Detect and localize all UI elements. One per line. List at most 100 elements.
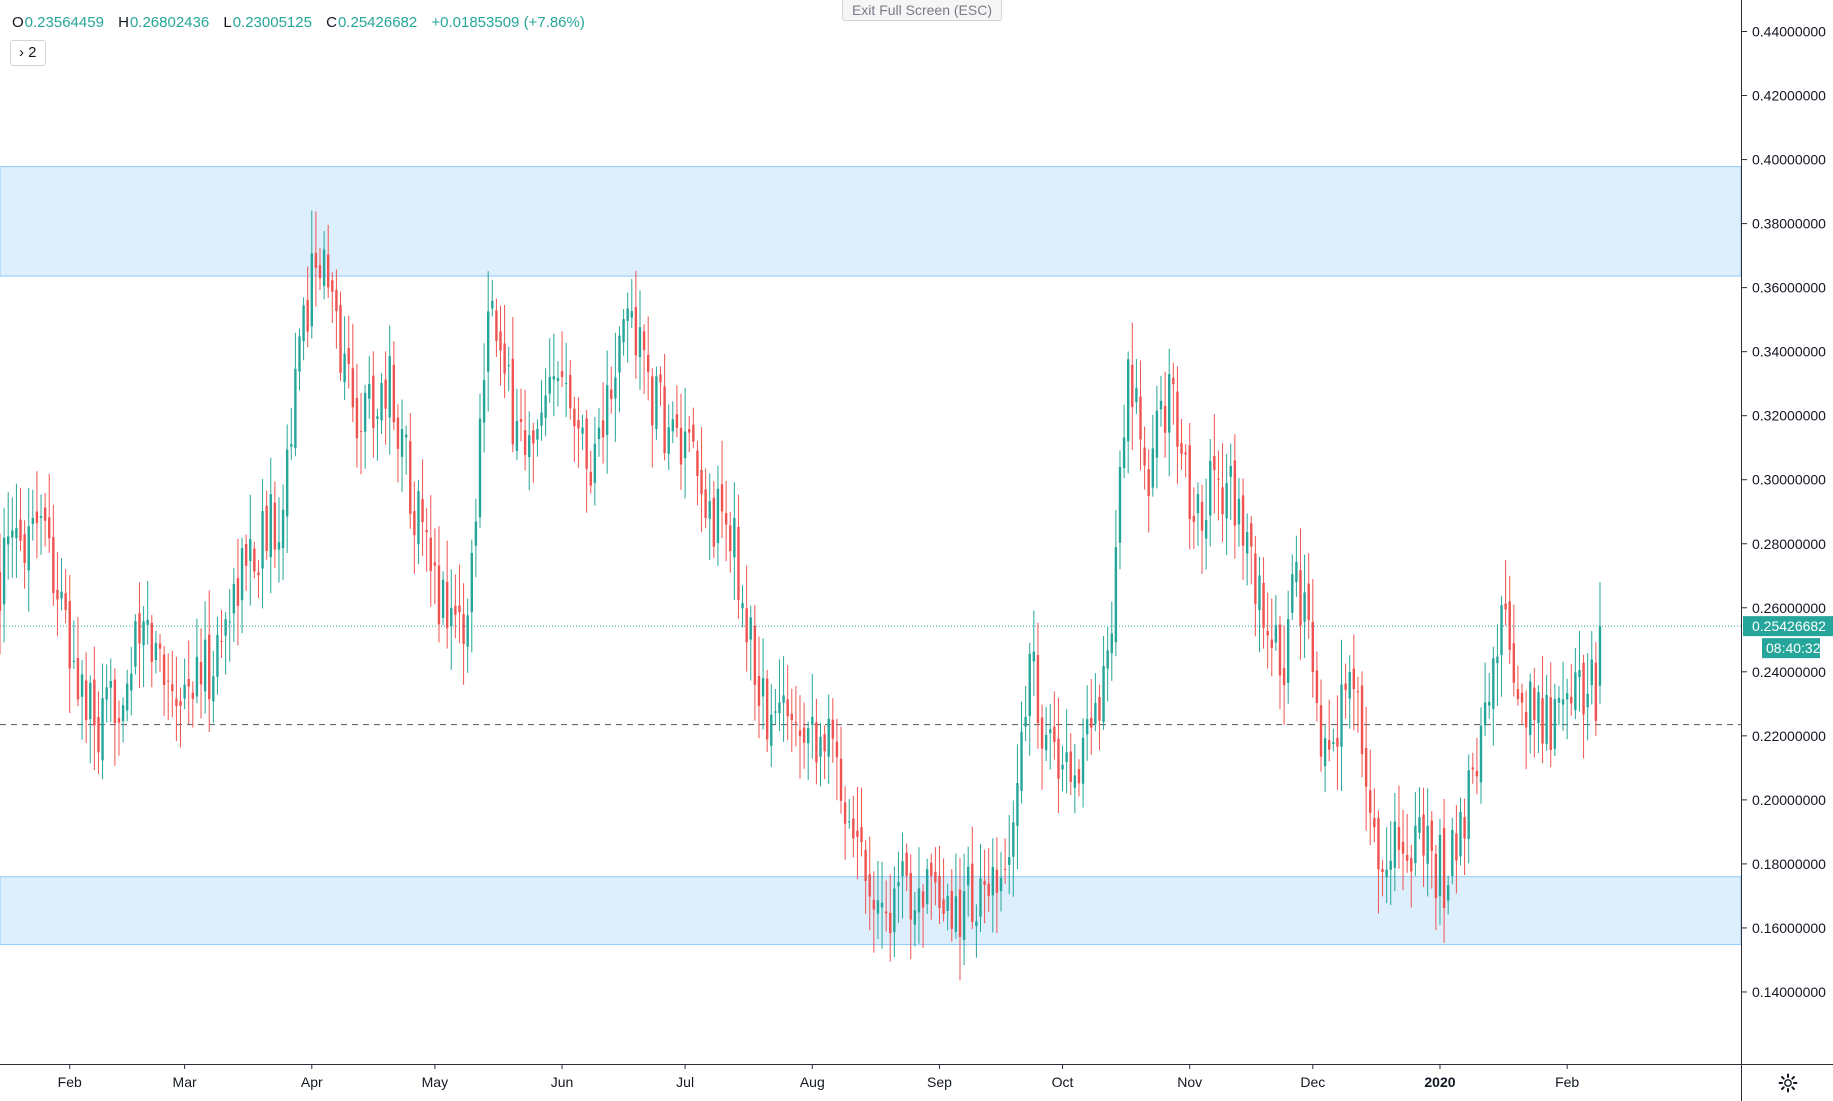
gear-icon <box>1778 1073 1798 1093</box>
candle-body <box>708 501 711 519</box>
high-key: H <box>118 14 129 31</box>
settings-button[interactable] <box>1742 1065 1833 1101</box>
candle-body <box>1446 885 1450 901</box>
candle-body <box>1044 735 1048 751</box>
candle-body <box>1442 827 1446 908</box>
candle-body <box>125 683 129 711</box>
candle-body <box>1036 655 1040 724</box>
candle-body <box>322 249 326 286</box>
candle-body <box>162 654 166 685</box>
candle-body <box>1229 465 1232 477</box>
candle-body <box>1315 670 1319 704</box>
candle-body <box>199 661 203 685</box>
candle-body <box>1139 396 1142 440</box>
candle-body <box>1307 583 1310 621</box>
candle-body <box>478 418 482 518</box>
candle-body <box>1065 752 1068 763</box>
candle-body <box>835 741 839 758</box>
candle-body <box>212 676 215 702</box>
candle-body <box>564 382 568 384</box>
candle-body <box>958 889 962 938</box>
candle-body <box>646 354 650 373</box>
candle-body <box>897 882 900 887</box>
exit-fullscreen-button[interactable]: Exit Full Screen (ESC) <box>842 0 1002 21</box>
candle-body <box>971 863 974 922</box>
candle-body <box>782 695 785 703</box>
candle-body <box>1344 683 1347 690</box>
candle-body <box>667 427 670 454</box>
axis-corner <box>1741 1064 1833 1101</box>
candle-body <box>261 511 264 569</box>
price-tick-label: 0.22000000 <box>1752 728 1826 744</box>
indicators-toggle-button[interactable]: › 2 <box>10 40 46 66</box>
candle-body <box>737 526 740 600</box>
candle-body <box>1340 684 1343 747</box>
chart-pane[interactable]: O0.23564459 H0.26802436 L0.23005125 C0.2… <box>0 0 1741 1064</box>
price-tick-label: 0.44000000 <box>1752 24 1826 40</box>
support-resistance-zone-0 <box>0 166 1741 277</box>
candle-body <box>630 311 633 318</box>
candle-body <box>1110 633 1113 654</box>
candle-body <box>1184 452 1187 455</box>
candle-body <box>1172 377 1175 385</box>
candle-body <box>745 608 748 643</box>
candle-body <box>1241 495 1245 546</box>
candle-body <box>486 311 490 372</box>
close-key: C <box>326 14 337 31</box>
candle-body <box>437 565 441 625</box>
candle-body <box>1405 854 1409 861</box>
candle-body <box>454 605 457 615</box>
candle-body <box>946 895 949 911</box>
candle-body <box>1077 769 1081 784</box>
candle-body <box>778 702 781 714</box>
candle-body <box>798 730 802 737</box>
candle-body <box>1356 691 1360 693</box>
time-axis[interactable]: Feb Mar Apr May Jun Jul Aug Sep Oct Nov Dec 2020 Feb <box>0 1064 1741 1101</box>
candle-body <box>1561 699 1565 705</box>
candle-body <box>1024 716 1027 727</box>
candle-body <box>1303 592 1306 622</box>
time-tick-label: Jun <box>551 1074 574 1090</box>
candle-body <box>109 681 112 688</box>
candle-body <box>889 912 892 934</box>
price-tick-label: 0.20000000 <box>1752 792 1826 808</box>
candle-body <box>540 412 543 426</box>
candle-body <box>848 821 851 823</box>
price-axis[interactable]: 0.14000000 0.16000000 0.18000000 0.20000000… <box>1741 0 1833 1064</box>
candle-body <box>905 852 908 876</box>
candle-body <box>216 634 219 677</box>
candle-body <box>601 420 605 438</box>
candle-body <box>441 579 445 618</box>
candle-body <box>249 539 252 562</box>
candle-body <box>720 484 724 512</box>
time-tick-label: Apr <box>301 1074 323 1090</box>
candle-body <box>856 830 859 837</box>
candle-body <box>1282 667 1286 686</box>
candle-body <box>253 548 256 572</box>
candle-body <box>1529 681 1532 735</box>
candle-body <box>823 734 826 752</box>
candle-body <box>962 891 966 940</box>
candle-body <box>429 537 432 572</box>
candle-body <box>1250 523 1253 547</box>
candle-body <box>76 658 80 700</box>
candle-body <box>1286 619 1290 683</box>
candle-body <box>208 634 211 700</box>
candle-body <box>1188 445 1191 520</box>
candle-body <box>343 353 346 383</box>
candle-body <box>495 310 498 341</box>
candle-body <box>503 343 506 374</box>
candle-body <box>1118 466 1122 543</box>
candle-body <box>692 424 695 442</box>
candle-body <box>913 910 917 925</box>
candle-body <box>368 383 371 399</box>
candle-body <box>298 336 301 372</box>
candle-body <box>1163 405 1167 433</box>
candle-body <box>622 319 625 343</box>
candle-body <box>1496 656 1499 664</box>
candle-body <box>1385 869 1388 878</box>
candle-body <box>1135 388 1138 403</box>
candle-body <box>1254 553 1257 604</box>
candle-body <box>285 449 289 517</box>
candle-body <box>815 722 818 763</box>
